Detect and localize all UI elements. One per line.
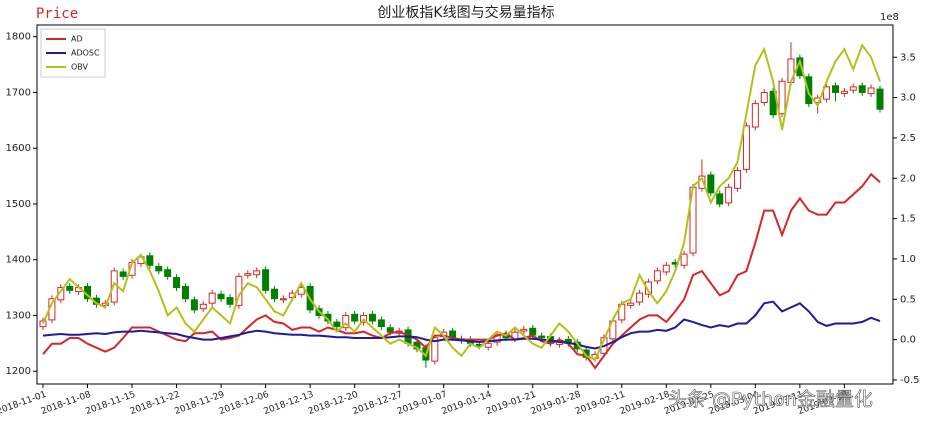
candle-body <box>279 298 287 301</box>
candle-body <box>386 327 394 333</box>
candle-body <box>644 281 652 295</box>
y2-tick-label: 0.5 <box>900 294 916 305</box>
candle-body <box>538 335 546 339</box>
candle-body <box>636 292 644 303</box>
y2-tick-label: 2.5 <box>900 133 916 144</box>
candle-body <box>858 85 866 93</box>
candle-body <box>217 293 225 300</box>
candle-body <box>680 253 688 266</box>
candle-body <box>155 265 163 272</box>
y-tick-label: 1700 <box>6 87 31 98</box>
candle-body <box>662 264 670 273</box>
y-tick-label: 1800 <box>6 32 31 43</box>
y2-tick-label: 1.5 <box>900 214 916 225</box>
candle-body <box>190 299 198 311</box>
legend-label: OBV <box>71 63 89 72</box>
legend-label: ADOSC <box>71 49 100 58</box>
candle-body <box>734 169 742 189</box>
plot-frame <box>36 24 894 385</box>
candle-body <box>226 297 234 305</box>
candle-body <box>119 271 127 277</box>
y-tick-label: 1200 <box>6 366 31 377</box>
candle-body <box>39 320 47 328</box>
candle-body <box>244 273 252 276</box>
candle-body <box>208 292 216 304</box>
candle-body <box>529 327 537 336</box>
candle-body <box>368 313 376 322</box>
candle-body <box>707 174 715 194</box>
y-tick-label: 1600 <box>6 143 31 154</box>
candle-body <box>520 328 528 332</box>
candle-body <box>66 285 74 291</box>
candle-body <box>849 86 857 91</box>
y2-tick-label: 0.0 <box>900 335 916 346</box>
candle-body <box>778 80 786 115</box>
y2-tick-label: 3.5 <box>900 52 916 63</box>
candle-body <box>146 255 154 266</box>
candle-body <box>164 269 172 277</box>
y2-tick-label: -0.5 <box>900 375 920 386</box>
candle-body <box>431 337 439 362</box>
y2-tick-label: 1.0 <box>900 254 916 265</box>
candle-body <box>333 321 341 328</box>
candle-body <box>716 193 724 205</box>
candle-body <box>253 270 261 276</box>
candle-body <box>342 314 350 329</box>
candle-body <box>271 288 279 300</box>
candle-body <box>199 303 207 310</box>
candle-body <box>760 91 768 103</box>
chart-title: 创业板指K线图与交易量指标 <box>377 4 554 21</box>
candle-body <box>181 285 189 300</box>
series-line <box>42 43 881 362</box>
y-axis-label: Price <box>36 6 78 22</box>
candle-body <box>725 186 733 204</box>
candle-body <box>262 269 270 291</box>
candle-body <box>823 86 831 100</box>
y2-offset-label: 1e8 <box>880 12 899 23</box>
candle-body <box>742 125 750 170</box>
candle-body <box>867 87 875 95</box>
candle-body <box>653 270 661 282</box>
y-tick-label: 1300 <box>6 310 31 321</box>
candle-body <box>351 313 359 322</box>
y-tick-label: 1400 <box>6 255 31 266</box>
y2-tick-label: 3.0 <box>900 93 916 104</box>
candle-body <box>377 319 385 328</box>
candle-body <box>876 88 884 110</box>
candle-body <box>831 85 839 93</box>
candle-body <box>297 287 305 295</box>
candle-body <box>840 90 848 95</box>
y2-tick-label: 2.0 <box>900 173 916 184</box>
candle-body <box>627 302 635 306</box>
watermark: 头条 @Python金融量化 <box>668 389 873 411</box>
candle-body <box>751 103 759 128</box>
series-line <box>42 300 881 350</box>
legend-label: AD <box>71 35 83 44</box>
candle-body <box>484 342 492 348</box>
y-tick-label: 1500 <box>6 199 31 210</box>
candle-body <box>173 277 181 289</box>
legend-box <box>40 28 106 78</box>
